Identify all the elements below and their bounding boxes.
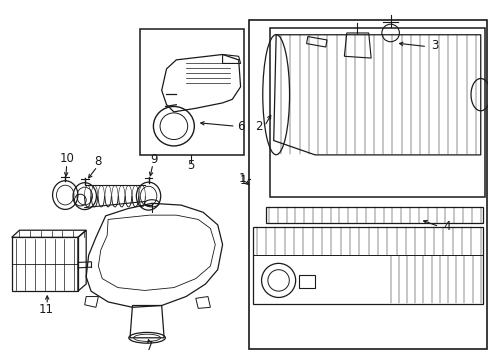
Text: 1: 1	[238, 172, 246, 185]
Bar	[306, 37, 326, 47]
Text: 2: 2	[255, 120, 263, 133]
Text: 4: 4	[442, 220, 449, 233]
Text: 5: 5	[187, 159, 194, 172]
Text: 1: 1	[239, 174, 247, 186]
Bar	[270, 28, 484, 197]
Text: 8: 8	[95, 155, 102, 168]
Text: 10: 10	[59, 152, 74, 165]
Text: 9: 9	[150, 153, 158, 166]
Text: 6: 6	[237, 120, 244, 133]
Text: 3: 3	[430, 39, 437, 52]
Text: 11: 11	[38, 303, 53, 316]
Text: 7: 7	[145, 340, 153, 353]
Bar	[249, 21, 486, 349]
Bar	[140, 29, 244, 155]
